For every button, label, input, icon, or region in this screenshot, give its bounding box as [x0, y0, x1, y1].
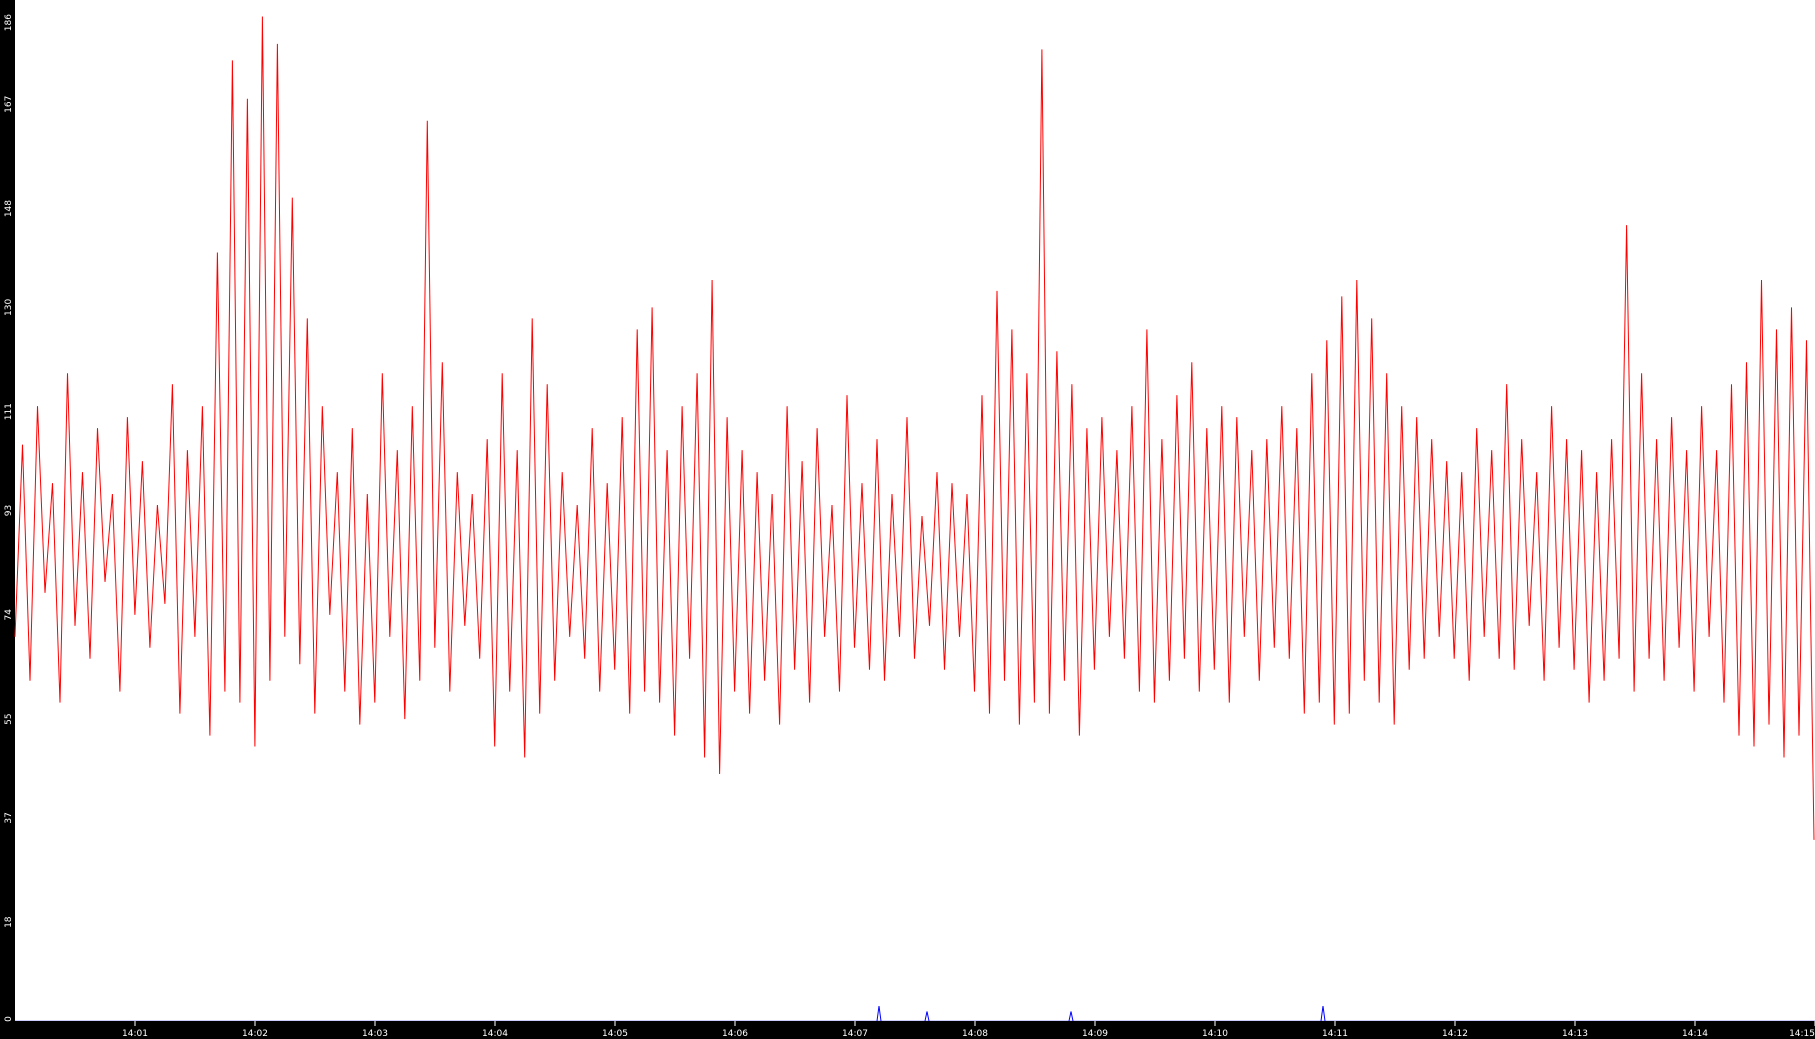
x-axis-bar [0, 1021, 1815, 1039]
y-axis-bar [0, 0, 15, 1039]
series-blue-spike [1068, 1011, 1074, 1022]
x-tick-label: 14:03 [362, 1029, 388, 1039]
y-tick-label: 167 [4, 96, 14, 113]
y-tick-label: 111 [4, 403, 14, 420]
x-tick-label: 14:11 [1322, 1029, 1348, 1039]
x-tick-label: 14:08 [962, 1029, 988, 1039]
x-tick-label: 14:15 [1789, 1029, 1815, 1039]
x-tick-label: 14:10 [1202, 1029, 1228, 1039]
x-tick-label: 14:12 [1442, 1029, 1468, 1039]
x-tick-label: 14:07 [842, 1029, 868, 1039]
x-tick-label: 14:06 [722, 1029, 748, 1039]
x-tick-label: 14:05 [602, 1029, 628, 1039]
series-line-red [14, 16, 1815, 840]
y-tick-label: 148 [4, 200, 14, 217]
x-tick-label: 14:04 [482, 1029, 508, 1039]
y-tick-label: 18 [4, 916, 14, 928]
y-tick-label: 130 [4, 299, 14, 316]
y-tick-label: 55 [4, 713, 14, 724]
series-blue-spike [1320, 1005, 1326, 1022]
y-tick-label: 93 [4, 505, 14, 516]
series-blue-spike [924, 1011, 930, 1022]
x-tick-label: 14:14 [1682, 1029, 1708, 1039]
x-tick-label: 14:09 [1082, 1029, 1108, 1039]
y-tick-label: 74 [4, 609, 14, 621]
x-tick-label: 14:13 [1562, 1029, 1588, 1039]
y-tick-label: 0 [4, 1016, 14, 1022]
y-tick-label: 186 [4, 14, 14, 31]
y-tick-label: 37 [4, 812, 14, 823]
series-blue-spike [876, 1005, 882, 1022]
x-tick-label: 14:02 [242, 1029, 268, 1039]
x-tick-label: 14:01 [122, 1029, 148, 1039]
